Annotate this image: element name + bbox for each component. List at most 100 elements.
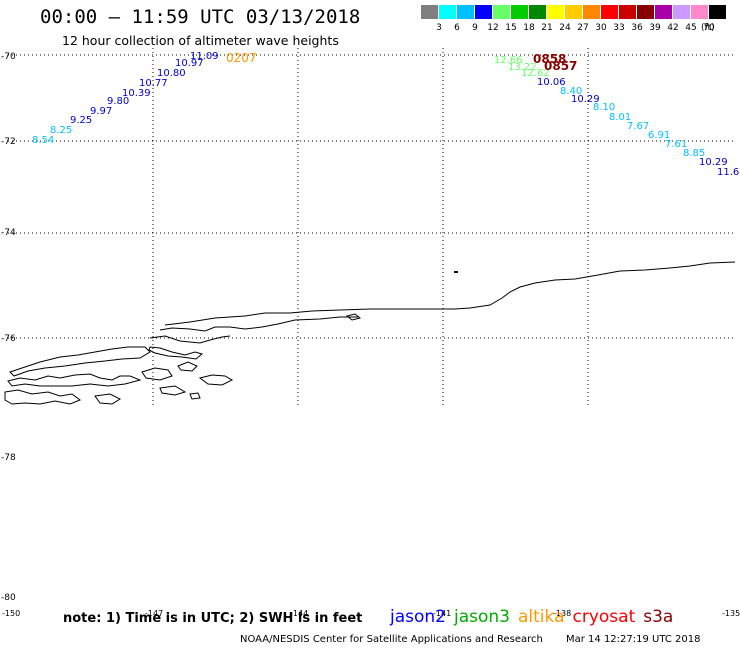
pass-time-label: 0857: [544, 59, 577, 73]
satellite-legend-item: jason2: [390, 607, 446, 627]
page-title: 00:00 – 11:59 UTC 03/13/2018: [40, 6, 361, 28]
wave-height-reading: 11.6: [717, 167, 739, 178]
color-scale-swatch: [673, 5, 690, 19]
latitude-label: -74: [1, 228, 16, 238]
credit-line: NOAA/NESDIS Center for Satellite Applica…: [240, 634, 543, 645]
wave-height-reading: 12.62: [521, 68, 550, 79]
wave-height-reading: 9.25: [70, 115, 92, 126]
longitude-label: -141: [433, 609, 451, 618]
color-scale-swatch: [493, 5, 510, 19]
latitude-label: -72: [1, 137, 16, 147]
latitude-label: -78: [1, 453, 16, 463]
ice-island-8: [198, 374, 234, 386]
antarctic-coastline: [4, 261, 736, 405]
small-island: [454, 271, 458, 273]
satellite-tracks: 8.548.259.259.979.8010.3910.7710.8010.97…: [32, 51, 739, 178]
pass-time-label: 0207: [226, 51, 257, 65]
ice-island-11: [345, 313, 362, 321]
wave-height-reading: 13.22: [508, 62, 537, 73]
wave-height-reading: 10.29: [699, 157, 728, 168]
ice-island-3: [7, 373, 142, 387]
wave-height-reading: 9.80: [107, 96, 129, 107]
color-scale-label: 70: [703, 23, 715, 33]
color-scale-label: 33: [613, 23, 625, 33]
coastline-ice-shelf-edge: [164, 261, 736, 326]
color-scale-label: 39: [649, 23, 661, 33]
color-scale-label: 36: [631, 23, 643, 33]
color-scale-label: 15: [505, 23, 517, 33]
ice-island-7: [177, 361, 198, 372]
map-gridlines: [8, 48, 735, 408]
satellite-legend: jason2 jason3 altika cryosat s3a: [390, 607, 681, 627]
color-scale-label: 12: [487, 23, 499, 33]
ice-island-2: [9, 346, 151, 377]
color-scale-swatch: [601, 5, 618, 19]
satellite-legend-item: cryosat: [572, 607, 636, 627]
wave-height-reading: 9.97: [90, 106, 112, 117]
color-scale-swatch: [475, 5, 492, 19]
pass-time-label: 0858: [533, 52, 566, 66]
latitude-label: -76: [1, 334, 16, 344]
wave-height-reading: 8.25: [50, 125, 72, 136]
map-labels: -70 -72 -74 -76 -78 -80 -150 -147 -144 -141 -138 -1…: [1, 52, 740, 618]
wave-height-reading: 10.80: [157, 68, 186, 79]
wave-height-reading: 11.09: [190, 51, 219, 62]
wave-height-reading: 8.40: [560, 86, 582, 97]
color-scale-swatch: [637, 5, 654, 19]
coastline-inner: [159, 316, 358, 332]
wave-height-reading: 8.01: [609, 112, 631, 123]
color-scale-swatch: [583, 5, 600, 19]
color-scale-swatch: [709, 5, 726, 19]
longitude-label: -135: [722, 609, 740, 618]
color-scale-label: 27: [577, 23, 589, 33]
wave-height-reading: 6.91: [648, 130, 670, 141]
color-scale-label: 30: [595, 23, 607, 33]
footer-note: note: 1) Time is in UTC; 2) SWH is in fe…: [63, 611, 363, 626]
longitude-label: -147: [145, 609, 163, 618]
wave-height-reading: 7.61: [665, 139, 687, 150]
wave-height-reading: 10.77: [139, 78, 168, 89]
color-scale-swatch: [547, 5, 564, 19]
wave-height-reading: 8.85: [683, 148, 705, 159]
color-scale-label: 45: [685, 23, 697, 33]
wave-height-reading: 10.39: [122, 88, 151, 99]
color-scale-swatch: [619, 5, 636, 19]
longitude-label: -144: [290, 609, 308, 618]
color-scale-swatch: [691, 5, 708, 19]
satellite-legend-item: altika: [518, 607, 565, 627]
longitude-label: -138: [553, 609, 571, 618]
color-scale-swatch: [457, 5, 474, 19]
color-scale-swatch: [655, 5, 672, 19]
page-subtitle: 12 hour collection of altimeter wave hei…: [62, 33, 339, 48]
coastline-bay: [149, 335, 231, 344]
ice-island-4: [4, 389, 82, 405]
wave-height-reading: 8.10: [593, 102, 615, 113]
color-scale-swatch: [565, 5, 582, 19]
wave-height-reading: 10.97: [175, 58, 204, 69]
wave-height-reading: 8.54: [32, 135, 54, 146]
wave-height-reading: 12.66: [494, 55, 523, 66]
color-scale-label: 3: [436, 23, 442, 33]
color-scale-label: 9: [472, 23, 478, 33]
longitude-label: -150: [2, 609, 20, 618]
color-scale-label: 6: [454, 23, 460, 33]
generation-timestamp: Mar 14 12:27:19 UTC 2018: [566, 634, 701, 645]
ice-island-10: [189, 392, 201, 400]
latitude-label: -70: [1, 52, 16, 62]
wave-height-reading: 10.29: [571, 94, 600, 105]
color-scale-swatch: [439, 5, 456, 19]
color-scale-swatch: [421, 5, 438, 19]
color-scale-label: 21: [541, 23, 553, 33]
ice-island-6: [141, 367, 173, 381]
ice-island-9: [159, 385, 187, 396]
color-scale-label: 42: [667, 23, 679, 33]
satellite-legend-item: s3a: [643, 607, 674, 627]
ice-island-5: [94, 393, 122, 405]
wave-height-reading: 7.67: [627, 121, 649, 132]
color-scale-swatch: [529, 5, 546, 19]
satellite-legend-item: jason3: [454, 607, 510, 627]
color-scale-label: 24: [559, 23, 571, 33]
color-scale-unit: (ft): [701, 23, 715, 33]
wave-height-reading: 10.06: [537, 77, 566, 88]
